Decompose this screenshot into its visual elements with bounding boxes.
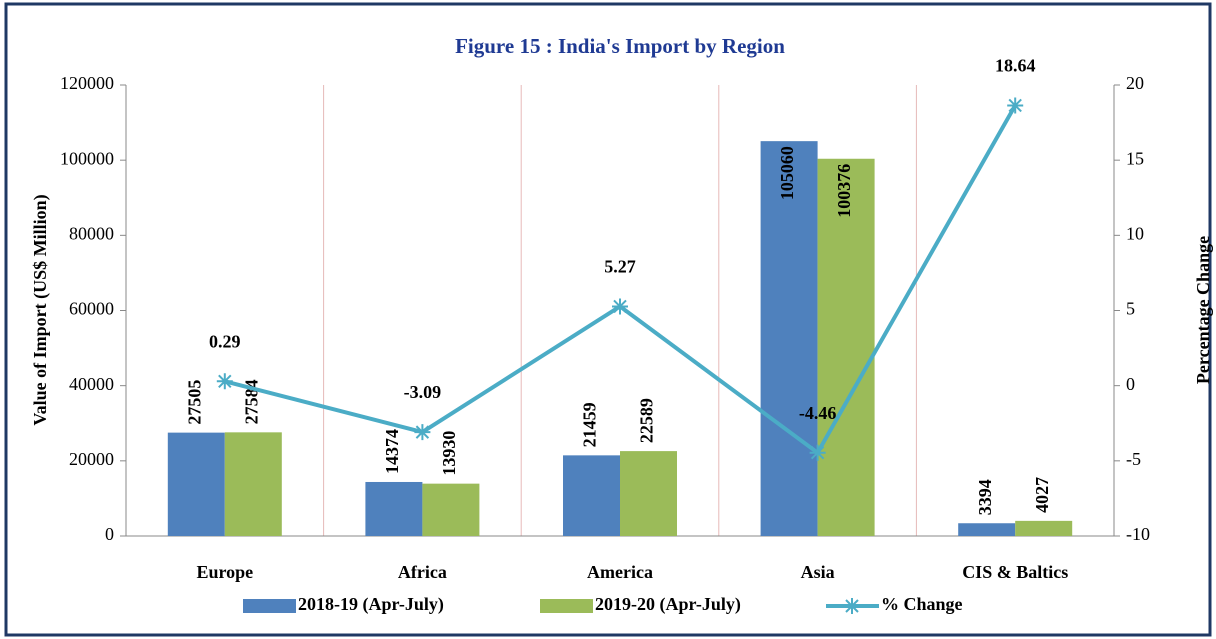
y-axis-label: Value of Import (US$ Million) bbox=[30, 194, 51, 425]
y2-tick-label: 10 bbox=[1126, 223, 1144, 243]
y2-tick-label: 15 bbox=[1126, 148, 1144, 168]
y2-tick-label: 20 bbox=[1126, 73, 1144, 93]
value-label: 14374 bbox=[382, 429, 402, 474]
legend-label: % Change bbox=[881, 594, 963, 614]
value-label: 27505 bbox=[184, 380, 204, 425]
value-label: 21459 bbox=[580, 402, 600, 447]
value-label: -3.09 bbox=[404, 382, 442, 402]
bar bbox=[422, 483, 480, 536]
y-tick-label: 0 bbox=[105, 524, 114, 544]
bar bbox=[365, 481, 423, 536]
legend-label: 2019-20 (Apr-July) bbox=[595, 594, 741, 615]
y2-tick-label: -5 bbox=[1126, 449, 1141, 469]
marker bbox=[809, 444, 826, 461]
y-tick-label: 60000 bbox=[69, 299, 114, 319]
value-label: 0.29 bbox=[209, 331, 241, 351]
y2-axis-label: Percentage Change bbox=[1193, 236, 1213, 384]
legend-marker bbox=[844, 598, 860, 614]
x-tick-label: America bbox=[587, 562, 653, 582]
y2-tick-label: 5 bbox=[1126, 299, 1135, 319]
marker bbox=[1007, 97, 1024, 114]
value-label: 5.27 bbox=[604, 257, 636, 277]
marker bbox=[216, 373, 233, 390]
bar bbox=[563, 455, 620, 536]
value-label: 22589 bbox=[637, 398, 657, 443]
bar bbox=[958, 523, 1016, 536]
line bbox=[224, 104, 1017, 456]
y2-tick-label: 0 bbox=[1126, 374, 1135, 394]
legend-label: 2018-19 (Apr-July) bbox=[298, 594, 444, 615]
bar bbox=[760, 141, 818, 536]
value-label: 13930 bbox=[439, 431, 459, 476]
marker bbox=[414, 424, 431, 441]
legend-swatch bbox=[243, 599, 296, 613]
value-label: 3394 bbox=[975, 479, 995, 515]
bar bbox=[620, 451, 677, 536]
value-label: -4.46 bbox=[799, 403, 837, 423]
y-tick-label: 100000 bbox=[60, 148, 114, 168]
chart-title: Figure 15 : India's Import by Region bbox=[455, 34, 785, 58]
x-tick-label: Europe bbox=[196, 562, 253, 582]
marker bbox=[612, 298, 628, 315]
x-tick-label: Asia bbox=[801, 562, 835, 582]
value-label: 18.64 bbox=[995, 56, 1036, 76]
legend-swatch bbox=[540, 599, 593, 613]
y-tick-label: 40000 bbox=[69, 374, 114, 394]
x-tick-label: CIS & Baltics bbox=[962, 562, 1068, 582]
value-label: 100376 bbox=[834, 164, 854, 218]
bar bbox=[1015, 520, 1073, 536]
bar bbox=[224, 432, 282, 536]
y-tick-label: 120000 bbox=[60, 73, 114, 93]
y-tick-label: 80000 bbox=[69, 223, 114, 243]
bar bbox=[167, 432, 225, 536]
x-tick-label: Africa bbox=[398, 562, 447, 582]
value-label: 4027 bbox=[1032, 477, 1052, 513]
y-tick-label: 20000 bbox=[69, 449, 114, 469]
value-label: 105060 bbox=[777, 146, 797, 200]
bar bbox=[817, 158, 875, 536]
frame bbox=[4, 2, 1212, 637]
y2-tick-label: -10 bbox=[1126, 524, 1150, 544]
